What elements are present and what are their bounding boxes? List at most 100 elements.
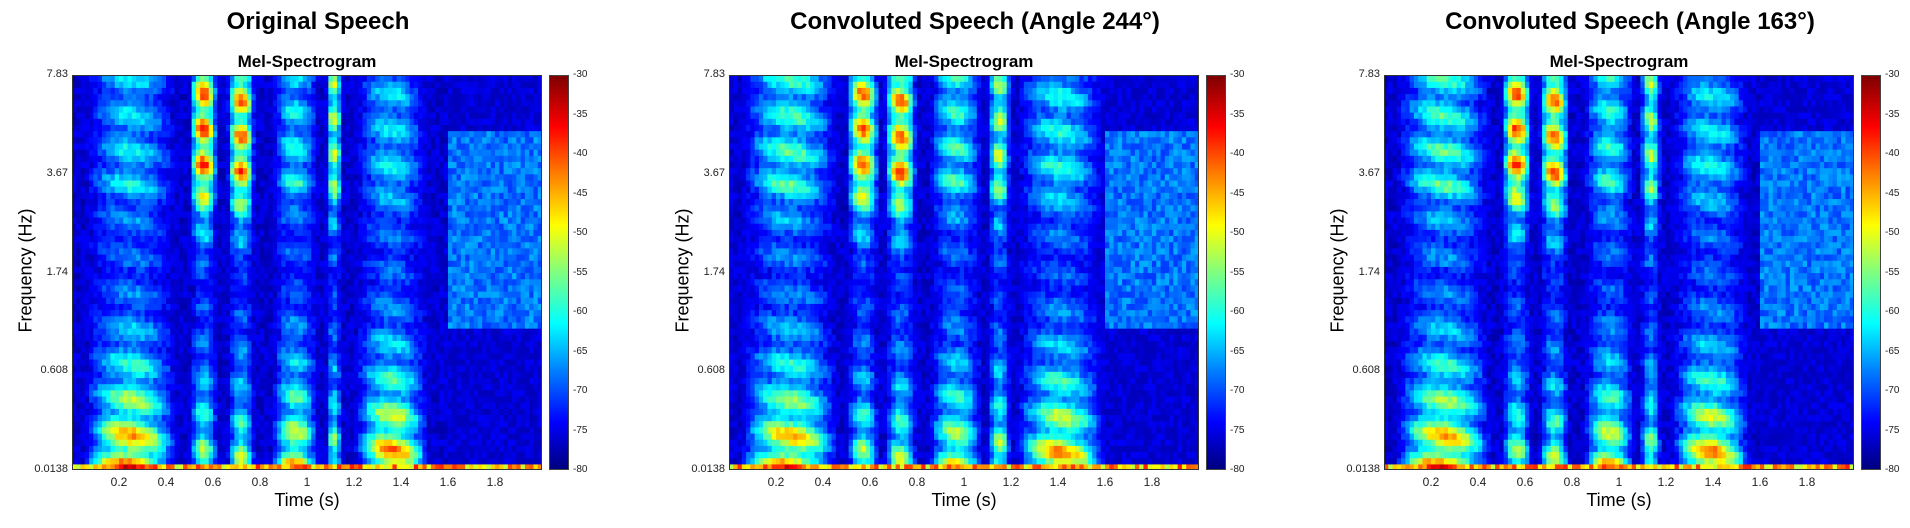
heat-cell bbox=[307, 198, 312, 206]
heat-cell bbox=[358, 426, 364, 434]
heat-cell bbox=[119, 272, 124, 280]
heat-cell bbox=[272, 346, 278, 354]
heat-cell bbox=[354, 457, 359, 465]
heat-cell bbox=[140, 309, 146, 317]
heat-cell bbox=[307, 235, 312, 243]
heat-cell bbox=[234, 223, 240, 230]
heat-cell bbox=[110, 75, 116, 82]
heat-cell bbox=[157, 266, 163, 274]
heat-cell bbox=[183, 93, 188, 101]
heat-cell bbox=[183, 149, 188, 156]
heat-cell bbox=[379, 395, 385, 403]
heat-cell bbox=[238, 93, 244, 101]
heat-cell bbox=[217, 229, 223, 237]
heat-cell bbox=[195, 457, 201, 465]
heat-cell bbox=[294, 284, 300, 292]
heat-cell bbox=[247, 210, 253, 218]
heat-cell bbox=[80, 124, 86, 132]
heat-cell bbox=[302, 179, 308, 187]
heat-cell bbox=[89, 216, 94, 224]
heat-cell bbox=[328, 223, 334, 230]
heat-cell bbox=[191, 358, 197, 366]
heat-cell bbox=[375, 260, 381, 267]
heat-cell bbox=[264, 241, 270, 249]
heat-cell bbox=[388, 198, 394, 206]
heat-cell bbox=[106, 210, 112, 218]
heat-cell bbox=[247, 186, 253, 193]
heat-cell bbox=[178, 192, 184, 200]
heat-cell bbox=[260, 358, 265, 366]
heat-cell bbox=[289, 389, 295, 397]
heat-cell bbox=[93, 136, 99, 144]
heat-cell bbox=[204, 414, 210, 422]
heat-cell bbox=[101, 371, 107, 379]
heat-cell bbox=[349, 235, 355, 243]
heat-cell bbox=[311, 284, 317, 292]
heat-cell bbox=[148, 377, 154, 385]
heat-cell bbox=[178, 130, 184, 138]
heat-cell bbox=[200, 241, 206, 249]
heat-cell bbox=[349, 149, 355, 156]
heat-cell bbox=[114, 334, 120, 341]
heat-cell bbox=[285, 383, 291, 391]
heat-cell bbox=[349, 186, 355, 193]
heat-cell bbox=[200, 223, 206, 230]
heat-cell bbox=[349, 297, 355, 304]
heat-cell bbox=[358, 155, 364, 162]
heat-cell bbox=[383, 210, 389, 218]
heat-cell bbox=[281, 395, 287, 403]
heat-cell bbox=[208, 334, 214, 341]
heat-cell bbox=[294, 383, 300, 391]
heat-cell bbox=[97, 389, 103, 397]
heat-cell bbox=[170, 395, 176, 403]
heat-cell bbox=[89, 186, 94, 193]
heat-cell bbox=[251, 173, 257, 181]
heat-cell bbox=[148, 463, 154, 470]
heat-cell bbox=[315, 278, 321, 286]
heat-cell bbox=[383, 112, 389, 119]
heat-cell bbox=[341, 173, 347, 181]
heat-cell bbox=[178, 414, 184, 422]
heat-cell bbox=[161, 371, 167, 379]
heat-cell bbox=[208, 315, 214, 323]
heat-cell bbox=[97, 358, 103, 366]
heat-cell bbox=[345, 389, 351, 397]
heat-cell bbox=[101, 432, 107, 440]
heat-cell bbox=[319, 340, 325, 348]
heat-cell bbox=[204, 371, 210, 379]
heat-cell bbox=[383, 297, 389, 304]
heat-cell bbox=[298, 445, 304, 453]
heat-cell bbox=[401, 210, 406, 218]
heat-cell bbox=[131, 432, 137, 440]
heat-cell bbox=[166, 346, 171, 354]
heat-cell bbox=[324, 457, 329, 465]
heat-cell bbox=[230, 383, 235, 391]
heat-cell bbox=[191, 365, 197, 372]
heat-cell bbox=[311, 457, 317, 465]
heat-cell bbox=[161, 408, 167, 416]
heat-cell bbox=[93, 260, 99, 267]
heat-cell bbox=[230, 186, 235, 193]
heat-cell bbox=[401, 334, 406, 341]
heat-cell bbox=[247, 99, 253, 107]
heat-cell bbox=[80, 266, 86, 274]
heat-cell bbox=[161, 87, 167, 95]
heat-cell bbox=[396, 81, 402, 88]
heat-cell bbox=[345, 204, 351, 212]
heat-cell bbox=[392, 93, 398, 101]
heat-cell bbox=[187, 395, 193, 403]
heat-cell bbox=[84, 457, 90, 465]
heat-cell bbox=[383, 371, 389, 379]
heat-cell bbox=[358, 235, 364, 243]
heat-cell bbox=[114, 186, 120, 193]
heat-cell bbox=[358, 408, 364, 416]
heat-cell bbox=[166, 223, 171, 230]
heat-cell bbox=[324, 75, 329, 82]
heat-cell bbox=[358, 309, 364, 317]
heat-cell bbox=[230, 439, 235, 446]
heat-cell bbox=[354, 198, 359, 206]
heat-cell bbox=[332, 136, 338, 144]
heat-cell bbox=[264, 223, 270, 230]
heat-cell bbox=[136, 161, 141, 169]
heat-cell bbox=[285, 352, 291, 360]
